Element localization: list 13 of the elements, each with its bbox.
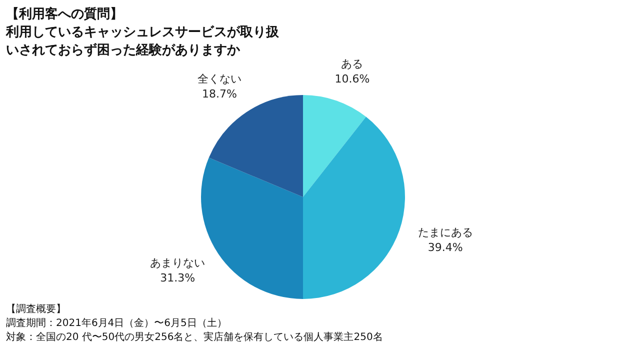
text: 【調査概要】	[6, 303, 67, 317]
data-label: 10.6%	[334, 72, 370, 86]
slice-label: ある	[341, 58, 364, 71]
data-label: 39.4%	[428, 241, 463, 254]
slice-label: たまにある	[418, 226, 473, 240]
slice-label: 全くない	[198, 72, 242, 86]
data-label: 18.7%	[202, 87, 238, 100]
chart-title: 【利用客への質問】	[6, 6, 124, 24]
text: 対象：全国の20 代〜50代の男女256名と、実店舗を保有している個人事業主250名	[6, 331, 383, 345]
text: 調査期間：2021年6月4日（金）〜6月5日（土）	[6, 317, 228, 331]
slice-label: あまりない	[150, 256, 206, 270]
data-label: 31.3%	[160, 271, 196, 284]
chart-subtitle: 利用しているキャッシュレスサービスが取り扱いされておらず困った経験がありますか	[6, 24, 280, 60]
